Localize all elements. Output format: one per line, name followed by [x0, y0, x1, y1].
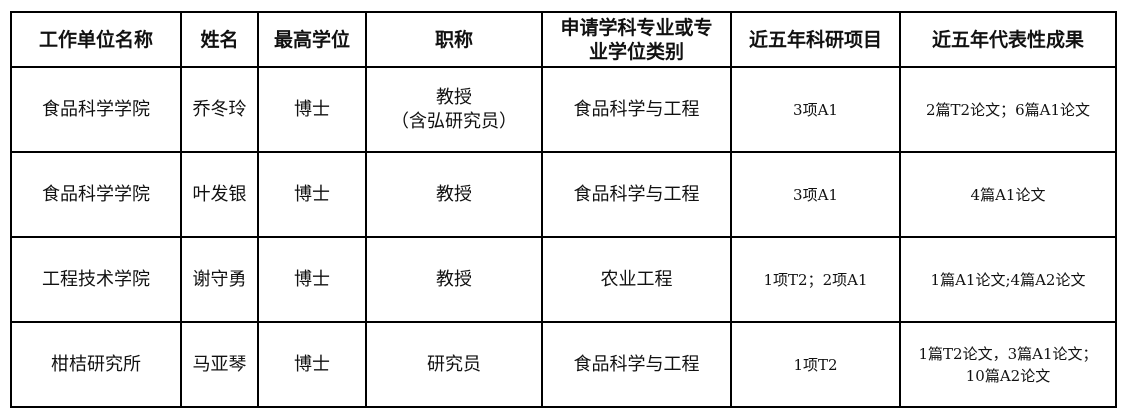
cell-discipline: 农业工程	[541, 236, 732, 323]
achievements-text: 2篇T2论文；6篇A1论文	[925, 100, 1090, 119]
table-row: 工程技术学院 谢守勇 博士 教授 农业工程 1项T2；2项A1 1篇A1论文;4篇A2论文	[10, 236, 1117, 323]
cell-name: 谢守勇	[180, 236, 259, 323]
header-projects: 近五年科研项目	[730, 11, 901, 68]
header-degree: 最高学位	[257, 11, 367, 68]
header-achievements: 近五年代表性成果	[899, 11, 1117, 68]
table-row: 柑桔研究所 马亚琴 博士 研究员 食品科学与工程 1项T2 1篇T2论文，3篇A1论文； 10…	[10, 321, 1117, 408]
title-note: （含弘研究员）	[391, 110, 517, 132]
table-row: 食品科学学院 乔冬玲 博士 教授 （含弘研究员） 食品科学与工程 3项A1 2篇T2论文；6篇…	[10, 66, 1117, 153]
achievements-text: 1篇T2论文，3篇A1论文；	[918, 344, 1098, 363]
cell-degree: 博士	[257, 66, 367, 153]
title-text: 教授	[436, 268, 472, 290]
achievements-text: 1篇A1论文;4篇A2论文	[930, 270, 1086, 289]
cell-projects: 3项A1	[730, 66, 901, 153]
header-row: 工作单位名称 姓名 最高学位 职称 申请学科专业或专业学位类别 近五年科研项目 …	[10, 11, 1117, 68]
cell-degree: 博士	[257, 321, 367, 408]
cell-title: 教授 （含弘研究员）	[365, 66, 543, 153]
title-text: 教授	[436, 183, 472, 205]
achievements-text: 4篇A1论文	[970, 185, 1046, 204]
header-discipline: 申请学科专业或专业学位类别	[541, 11, 732, 68]
cell-title: 教授	[365, 236, 543, 323]
cell-achievements: 4篇A1论文	[899, 151, 1117, 238]
header-unit: 工作单位名称	[10, 11, 182, 68]
cell-discipline: 食品科学与工程	[541, 66, 732, 153]
cell-title: 教授	[365, 151, 543, 238]
applicant-table: 工作单位名称 姓名 最高学位 职称 申请学科专业或专业学位类别 近五年科研项目 …	[10, 11, 1117, 408]
cell-projects: 1项T2；2项A1	[730, 236, 901, 323]
cell-achievements: 2篇T2论文；6篇A1论文	[899, 66, 1117, 153]
achievements-text-line2: 10篇A2论文	[965, 366, 1051, 385]
cell-name: 马亚琴	[180, 321, 259, 408]
header-title: 职称	[365, 11, 543, 68]
cell-discipline: 食品科学与工程	[541, 151, 732, 238]
cell-projects: 3项A1	[730, 151, 901, 238]
cell-name: 乔冬玲	[180, 66, 259, 153]
cell-discipline: 食品科学与工程	[541, 321, 732, 408]
cell-unit: 工程技术学院	[10, 236, 182, 323]
cell-unit: 食品科学学院	[10, 151, 182, 238]
title-text: 研究员	[427, 353, 481, 375]
cell-unit: 柑桔研究所	[10, 321, 182, 408]
cell-projects: 1项T2	[730, 321, 901, 408]
table-row: 食品科学学院 叶发银 博士 教授 食品科学与工程 3项A1 4篇A1论文	[10, 151, 1117, 238]
cell-degree: 博士	[257, 151, 367, 238]
cell-achievements: 1篇A1论文;4篇A2论文	[899, 236, 1117, 323]
header-name: 姓名	[180, 11, 259, 68]
cell-name: 叶发银	[180, 151, 259, 238]
cell-degree: 博士	[257, 236, 367, 323]
title-text: 教授	[436, 86, 472, 108]
cell-unit: 食品科学学院	[10, 66, 182, 153]
cell-title: 研究员	[365, 321, 543, 408]
cell-achievements: 1篇T2论文，3篇A1论文； 10篇A2论文	[899, 321, 1117, 408]
